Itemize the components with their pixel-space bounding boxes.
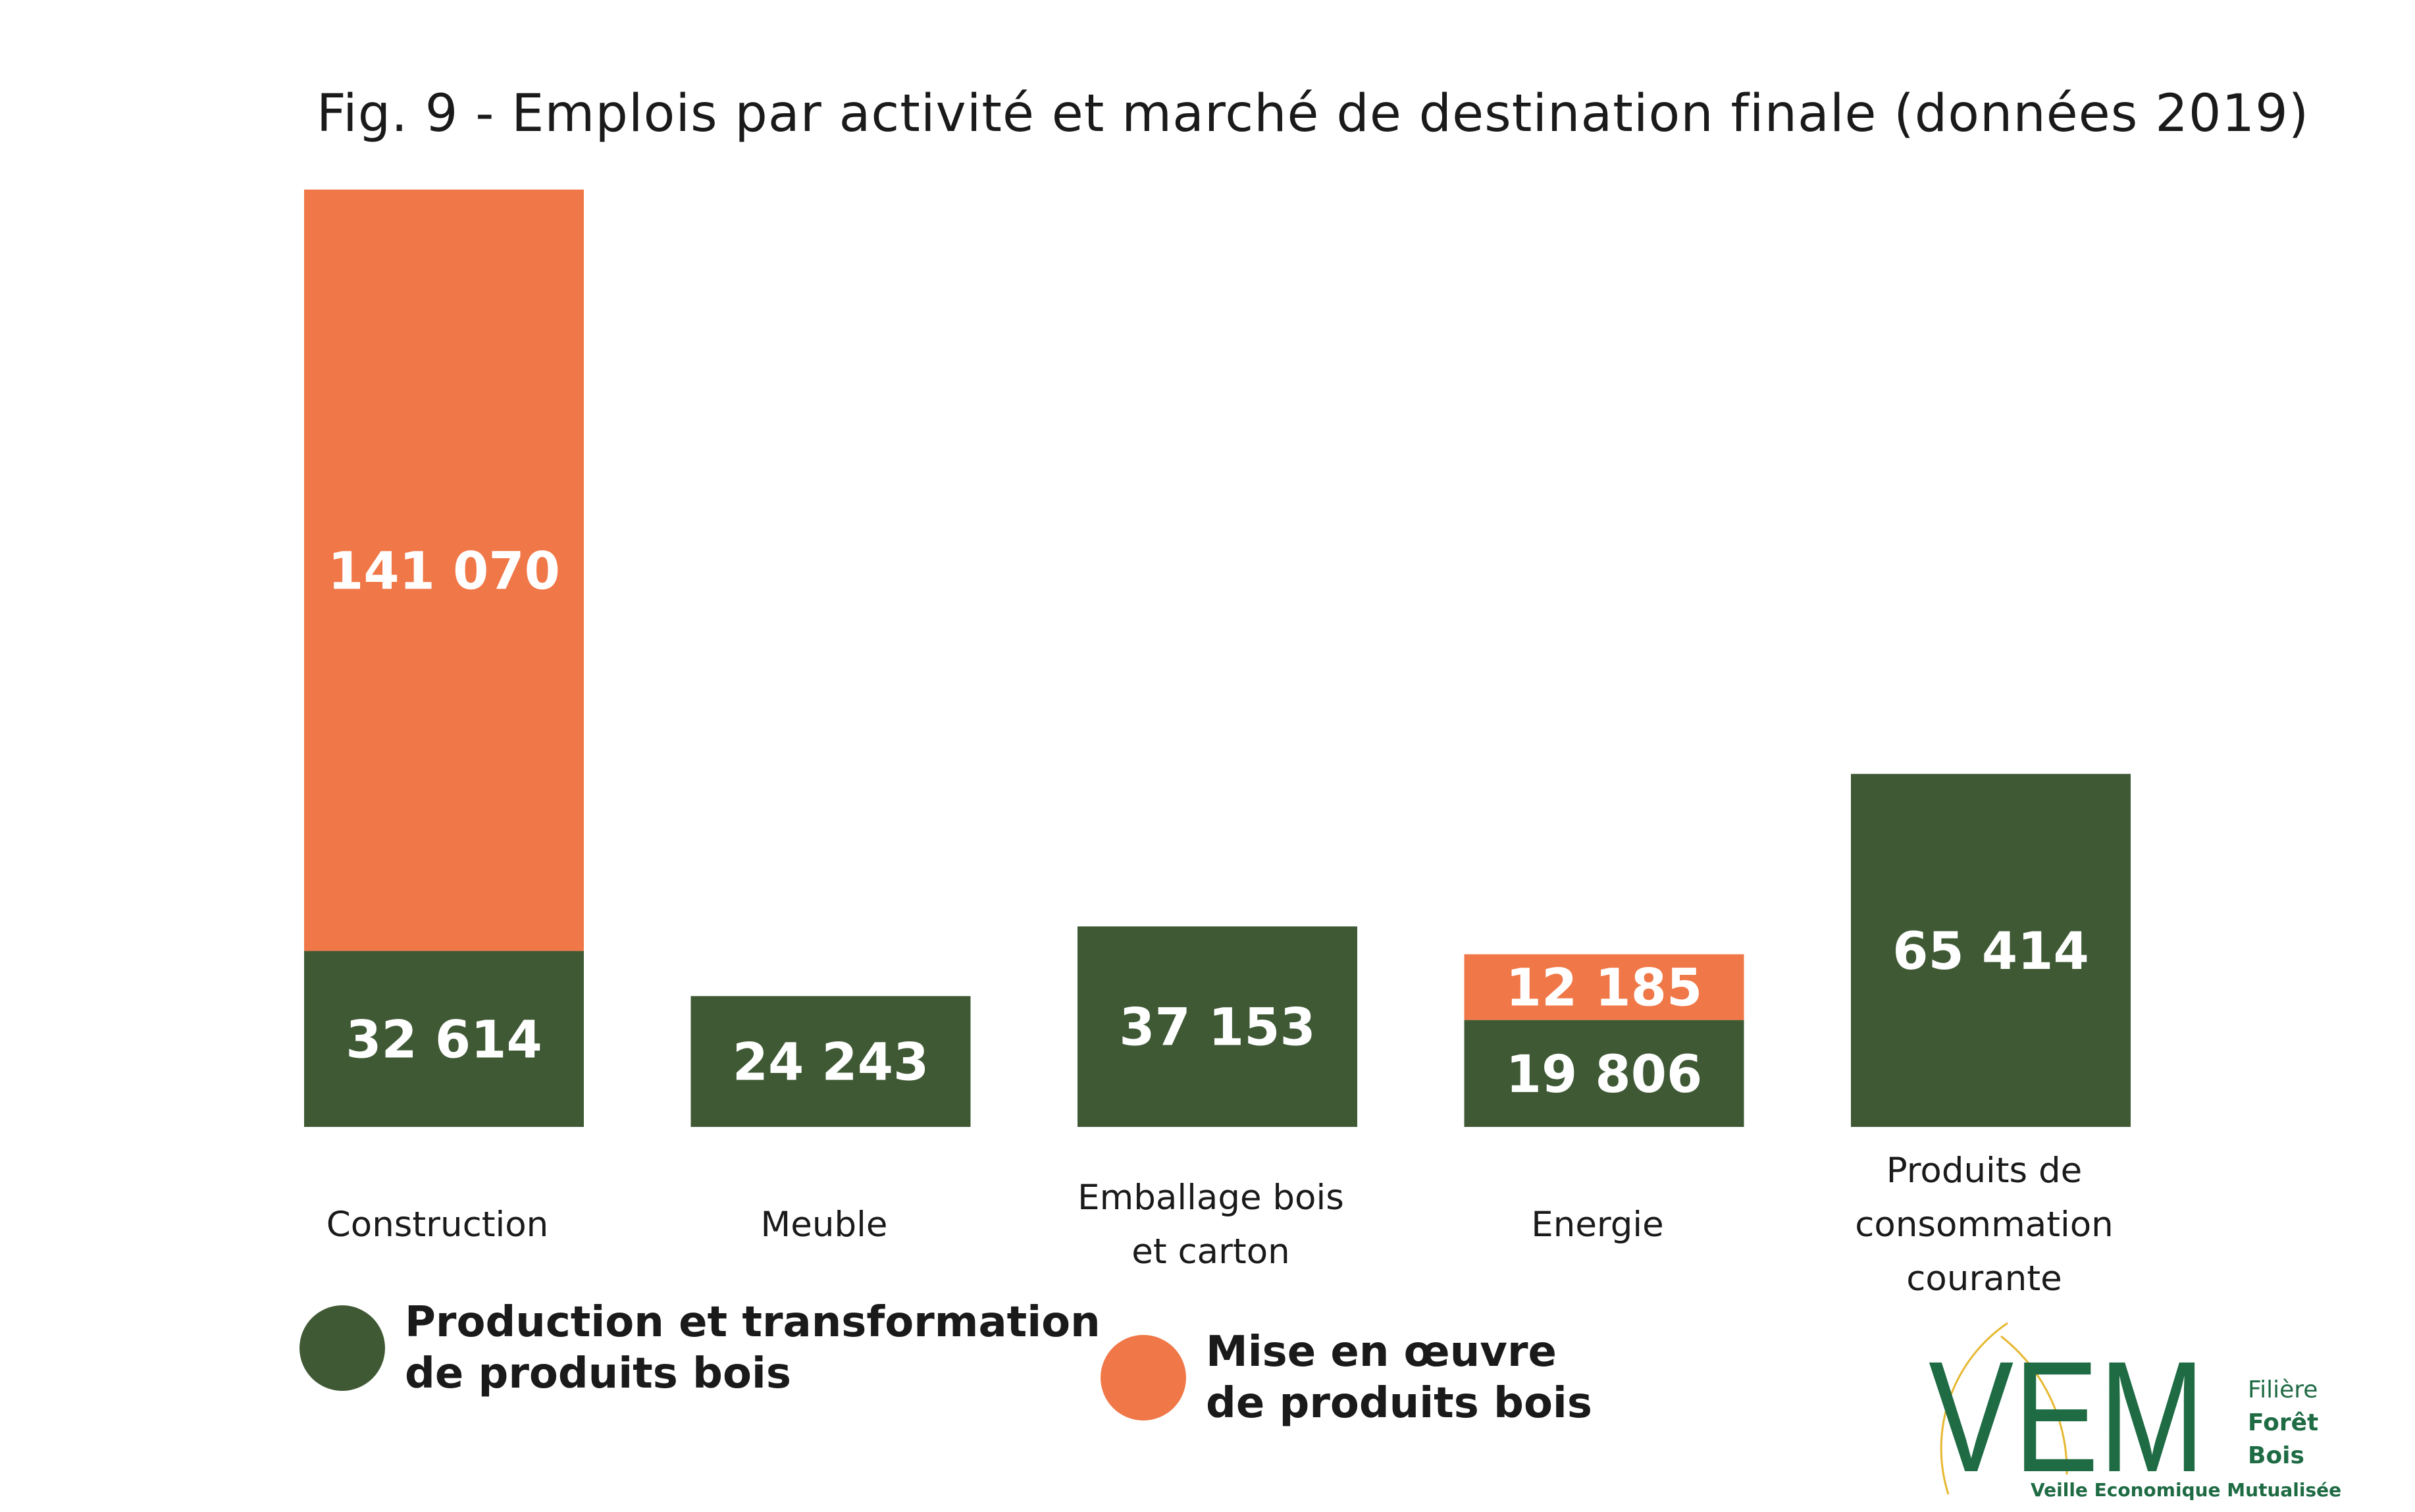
category-label-0: Construction: [326, 1205, 548, 1245]
logo-arc-yellow: [1940, 1322, 2008, 1495]
category-label-line: courante: [1906, 1259, 2062, 1299]
logo-filiere: Filière: [2248, 1376, 2318, 1403]
bar-production-3: [1464, 1020, 1744, 1127]
category-label-line: Meuble: [761, 1205, 888, 1245]
category-label-1: Meuble: [761, 1205, 888, 1245]
category-label-line: Energie: [1531, 1205, 1664, 1245]
legend-label-mise: Mise en œuvre de produits bois: [1206, 1328, 1592, 1428]
chart-title: Fig. 9 - Emplois par activité et marché …: [316, 84, 2310, 143]
category-label-line: consommation: [1855, 1205, 2113, 1245]
data-label-mise-0: 141 070: [328, 542, 560, 601]
legend-swatch-mise: [1101, 1335, 1186, 1421]
logo-foret: Forêt: [2248, 1409, 2318, 1436]
data-label-production-0: 32 614: [346, 1010, 542, 1070]
logo-tagline: Veille Economique Mutualisée: [2031, 1479, 2341, 1501]
category-label-4: Produits de consommation courante: [1855, 1151, 2113, 1299]
category-label-line: Emballage bois: [1078, 1178, 1344, 1218]
logo-letters: VEM: [1929, 1328, 2205, 1505]
data-label-production-2: 37 153: [1119, 999, 1316, 1058]
legend-item-mise: Mise en œuvre de produits bois: [1101, 1326, 1592, 1429]
data-label-production-1: 24 243: [733, 1033, 929, 1093]
bar-production-4: [1851, 773, 2131, 1127]
data-label-mise-3: 12 185: [1506, 959, 1703, 1018]
legend-label-production: Production et transformation de produits…: [405, 1298, 1101, 1398]
logo-arc-yellow-2: [2000, 1335, 2068, 1475]
bar-mise-0: [304, 190, 584, 951]
bar-production-2: [1078, 926, 1357, 1127]
legend-swatch-production: [299, 1305, 385, 1391]
category-label-2: Emballage bois et carton: [1078, 1178, 1344, 1272]
logo-bois: Bois: [2248, 1442, 2304, 1469]
data-label-production-3: 19 806: [1506, 1045, 1703, 1105]
bar-production-1: [690, 996, 971, 1127]
data-label-production-4: 65 414: [1892, 922, 2089, 981]
category-label-line: Construction: [326, 1205, 548, 1245]
vem-logo: VEM Filière Forêt Bois Veille Economique…: [1929, 1322, 2341, 1505]
category-label-line: Produits de: [1886, 1151, 2083, 1191]
legend-item-production: Production et transformation de produits…: [299, 1297, 1101, 1399]
bar-mise-3: [1464, 954, 1744, 1020]
bar-production-0: [304, 951, 584, 1127]
category-label-line: et carton: [1131, 1232, 1289, 1272]
category-label-3: Energie: [1531, 1205, 1664, 1245]
